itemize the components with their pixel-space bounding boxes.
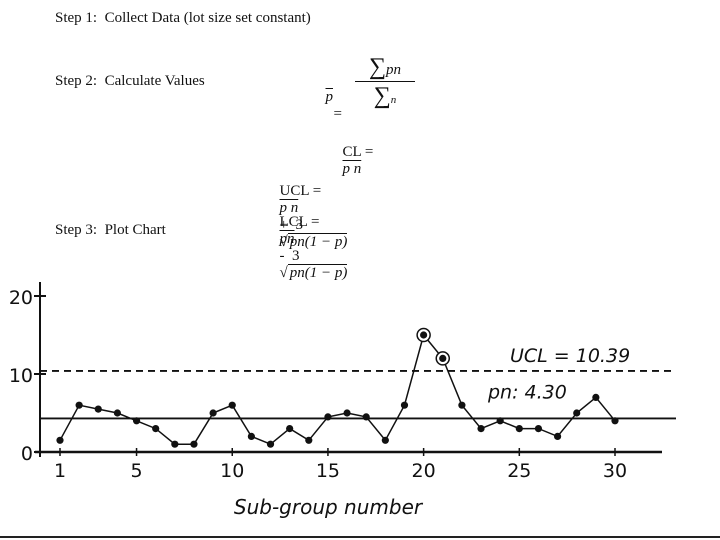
data-point: [611, 417, 619, 425]
data-point: [190, 440, 198, 448]
data-point: [400, 401, 409, 409]
data-point: [534, 425, 543, 433]
data-point: [458, 401, 466, 409]
data-point: [324, 413, 332, 421]
lcl-minus-three: - 3: [279, 248, 300, 264]
data-point: [266, 440, 275, 448]
y-tick-label: 0: [21, 443, 33, 465]
lcl-label: LCL =: [279, 214, 320, 230]
y-tick-label: 20: [9, 287, 33, 309]
x-tick-label: 20: [412, 460, 436, 482]
data-point: [343, 409, 351, 417]
data-point: [496, 417, 504, 425]
x-tick-label: 5: [131, 460, 143, 482]
ucl-formula: UCL = p n + 3 √ pn(1 − p): [279, 183, 348, 250]
data-point: [56, 436, 64, 444]
y-tick-label: 10: [9, 365, 33, 387]
data-point: [573, 409, 581, 417]
x-tick-label: 25: [507, 460, 531, 482]
cl-value: p n: [342, 161, 362, 177]
data-point: [305, 436, 313, 444]
x-tick-label: 1: [54, 460, 66, 482]
cl-label: CL =: [342, 144, 374, 160]
ucl-sqrt-term: pn(1 − p): [287, 233, 348, 250]
data-point: [420, 331, 428, 339]
cl-label: pn: 4.30: [487, 381, 567, 403]
fraction-denominator: n: [390, 94, 397, 106]
data-point: [171, 440, 179, 448]
lcl-formula: LCL = pn - 3 √ pn(1 − p): [279, 214, 348, 281]
pbar-symbol: p: [325, 89, 334, 105]
bottom-rule: [0, 536, 720, 538]
data-point: [113, 409, 122, 417]
lcl-pn: pn: [279, 231, 295, 247]
x-tick-label: 30: [603, 460, 627, 482]
data-point: [439, 354, 447, 362]
pbar-formula-lhs: p =: [318, 72, 342, 123]
equals-sign: =: [333, 106, 342, 122]
sum-symbol-denominator: ∑: [373, 83, 391, 109]
x-tick-label: 10: [220, 460, 244, 482]
data-point: [592, 393, 600, 401]
data-point: [152, 425, 160, 433]
step-1-text: Step 1: Collect Data (lot size set const…: [55, 10, 311, 26]
ucl-pn: p n: [279, 200, 299, 216]
data-point: [132, 417, 141, 425]
ucl-plus-three: + 3: [279, 217, 303, 233]
cl-formula: CL = p n: [335, 127, 374, 178]
step-3-text: Step 3: Plot Chart: [55, 222, 166, 238]
data-point: [515, 425, 523, 433]
ucl-label: UCL =: [279, 183, 322, 199]
data-point: [75, 401, 83, 409]
data-point: [381, 436, 389, 444]
sum-symbol: ∑: [368, 54, 387, 80]
data-point: [553, 432, 562, 440]
step-2-text: Step 2: Calculate Values: [55, 73, 205, 89]
data-point: [477, 425, 485, 433]
data-point: [286, 425, 294, 433]
x-axis-label: Sub-group number: [234, 495, 424, 519]
x-tick-label: 15: [316, 460, 340, 482]
fraction-numerator: pn: [386, 62, 402, 78]
lcl-sqrt-term: pn(1 − p): [287, 264, 348, 281]
data-point: [362, 413, 370, 421]
ucl-label: UCL = 10.39: [510, 345, 630, 367]
data-point: [94, 405, 102, 413]
data-point: [209, 409, 217, 417]
data-point: [228, 401, 236, 409]
data-point: [247, 432, 255, 440]
pbar-fraction: ∑pn ∑n: [355, 55, 415, 108]
